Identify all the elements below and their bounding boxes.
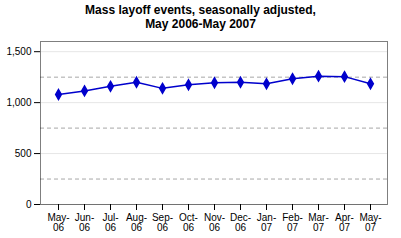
svg-text:Feb-07: Feb-07: [282, 211, 303, 232]
svg-text:May-07: May-07: [359, 211, 381, 232]
svg-text:500: 500: [15, 148, 32, 159]
svg-text:Oct-06: Oct-06: [179, 211, 198, 232]
html-text:Mass layoff events, seasonally: Mass layoff events, seasonally adjusted,…: [85, 3, 316, 32]
svg-text:Jan-07: Jan-07: [257, 211, 276, 232]
svg-text:Jul-06: Jul-06: [102, 211, 118, 232]
svg-text:Aug-06: Aug-06: [126, 211, 147, 232]
svg-text:1,500: 1,500: [6, 46, 31, 57]
svg-text:Mar-07: Mar-07: [308, 211, 329, 232]
svg-text:Dec-06: Dec-06: [230, 211, 251, 232]
svg-text:0: 0: [26, 198, 32, 209]
svg-text:May-06: May-06: [47, 211, 69, 232]
svg-text:Sep-06: Sep-06: [152, 211, 173, 232]
svg-text:Jun-06: Jun-06: [75, 211, 94, 232]
svg-text:Nov-06: Nov-06: [204, 211, 225, 232]
svg-text:Apr-07: Apr-07: [335, 211, 354, 232]
svg-text:1,000: 1,000: [6, 97, 31, 108]
